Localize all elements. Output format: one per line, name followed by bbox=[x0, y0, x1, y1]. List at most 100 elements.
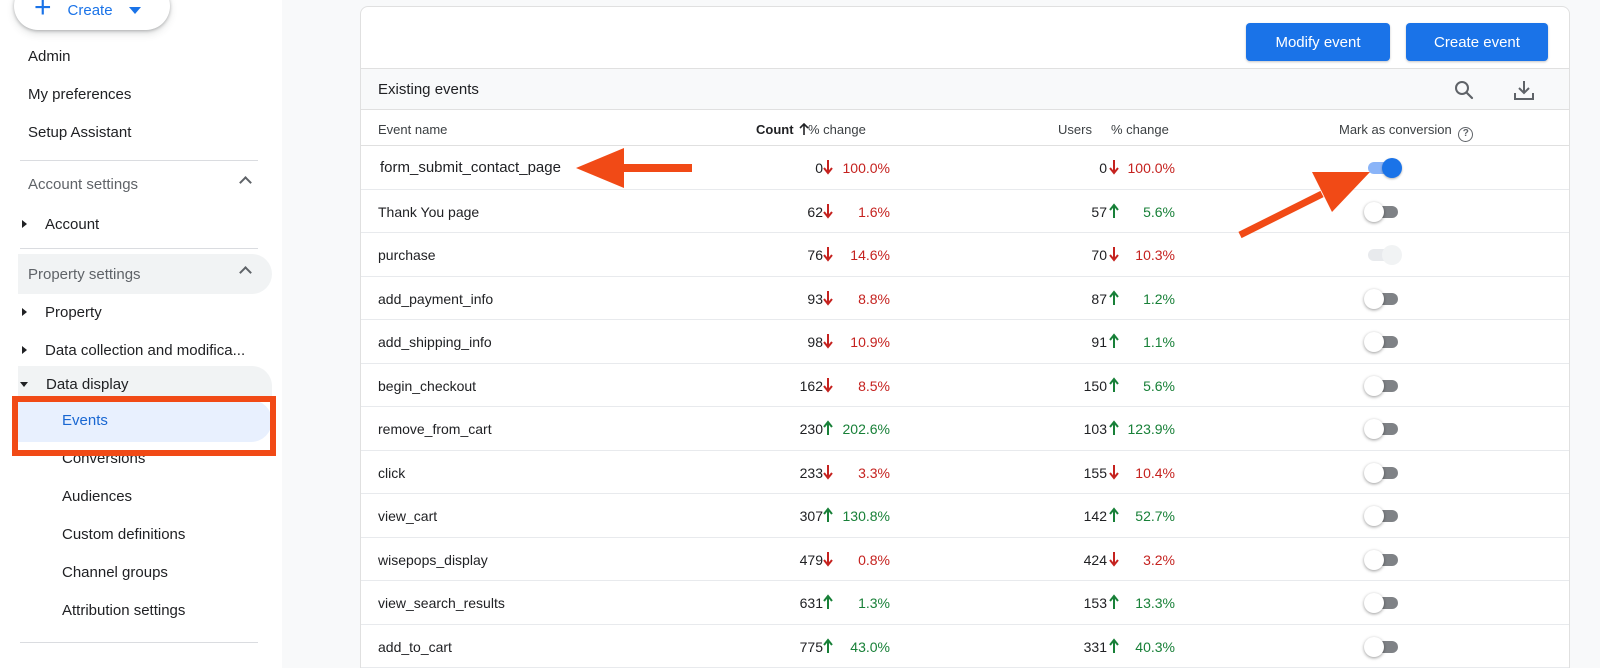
table-row: add_to_cart 775 43.0% 331 40.3% bbox=[361, 625, 1569, 668]
event-count: 62 bbox=[807, 203, 823, 220]
event-users: 424 bbox=[1083, 551, 1107, 568]
toggle-knob bbox=[1364, 549, 1384, 570]
table-row: form_submit_contact_page 0 100.0% 0 100.0% bbox=[361, 146, 1569, 190]
search-icon[interactable] bbox=[1454, 80, 1474, 100]
conversion-toggle[interactable] bbox=[1364, 506, 1400, 526]
event-count: 233 bbox=[799, 464, 823, 481]
sidebar-item-audiences[interactable]: Audiences bbox=[62, 488, 133, 505]
table-row: begin_checkout 162 8.5% 150 5.6% bbox=[361, 364, 1569, 407]
event-name[interactable]: click bbox=[378, 464, 406, 481]
modify-event-button[interactable]: Modify event bbox=[1246, 23, 1390, 61]
conversion-toggle[interactable] bbox=[1364, 636, 1400, 657]
event-users: 142 bbox=[1083, 508, 1107, 524]
event-count: 76 bbox=[807, 247, 823, 263]
trend-down-icon bbox=[1109, 464, 1119, 480]
tree-item-account[interactable]: Account bbox=[18, 206, 99, 242]
event-users: 87 bbox=[1091, 290, 1107, 307]
sidebar-item-custom-definitions[interactable]: Custom definitions bbox=[62, 526, 186, 543]
table-row: view_search_results 631 1.3% 153 13.3% bbox=[361, 581, 1569, 625]
create-button[interactable]: + Create bbox=[14, 0, 170, 30]
count-change: 3.3% bbox=[858, 464, 890, 481]
conversion-toggle[interactable] bbox=[1364, 593, 1400, 613]
conversion-toggle[interactable] bbox=[1364, 158, 1402, 178]
tree-item-label: Data collection and modifica... bbox=[45, 341, 246, 359]
tree-item-label: Account bbox=[45, 215, 100, 233]
event-name[interactable]: wisepops_display bbox=[378, 551, 488, 568]
sort-ascending-icon bbox=[799, 122, 809, 135]
column-header-label: Count bbox=[756, 122, 794, 137]
conversion-toggle[interactable] bbox=[1364, 549, 1400, 570]
toggle-knob bbox=[1364, 288, 1384, 309]
events-table-body: form_submit_contact_page 0 100.0% 0 100.0% Th… bbox=[361, 146, 1569, 668]
nav-item-admin[interactable]: Admin bbox=[28, 48, 71, 65]
event-name[interactable]: purchase bbox=[378, 247, 436, 263]
conversion-toggle[interactable] bbox=[1364, 288, 1400, 309]
event-name[interactable]: add_payment_info bbox=[378, 290, 494, 307]
event-name[interactable]: view_cart bbox=[378, 508, 438, 524]
trend-down-icon bbox=[823, 203, 833, 219]
event-name[interactable]: remove_from_cart bbox=[378, 421, 492, 437]
event-name[interactable]: form_submit_contact_page bbox=[380, 159, 561, 176]
count-change: 1.6% bbox=[858, 203, 890, 220]
conversion-toggle[interactable] bbox=[1364, 375, 1400, 396]
column-header-event-name[interactable]: Event name bbox=[378, 122, 448, 137]
conversion-toggle[interactable] bbox=[1364, 462, 1400, 483]
create-event-button[interactable]: Create event bbox=[1406, 23, 1548, 61]
users-change: 13.3% bbox=[1135, 595, 1175, 611]
event-users: 150 bbox=[1083, 377, 1107, 394]
sidebar-item-channel-groups[interactable]: Channel groups bbox=[62, 564, 168, 581]
nav-item-setup-assistant[interactable]: Setup Assistant bbox=[28, 124, 132, 141]
table-row: purchase 76 14.6% 70 10.3% bbox=[361, 233, 1569, 277]
tree-item-data-collection[interactable]: Data collection and modifica... bbox=[18, 332, 245, 368]
event-name[interactable]: Thank You page bbox=[378, 203, 480, 220]
conversion-toggle[interactable] bbox=[1364, 332, 1400, 352]
events-card: Modify event Create event Existing event… bbox=[360, 6, 1570, 668]
users-change: 52.7% bbox=[1135, 508, 1175, 524]
table-row: remove_from_cart 230 202.6% 103 123.9% bbox=[361, 407, 1569, 451]
column-header-count-change[interactable]: % change bbox=[808, 122, 866, 137]
event-name[interactable]: view_search_results bbox=[378, 595, 505, 611]
trend-up-icon bbox=[1109, 594, 1119, 609]
help-icon[interactable]: ? bbox=[1458, 127, 1474, 142]
table-row: view_cart 307 130.8% 142 52.7% bbox=[361, 494, 1569, 538]
trend-down-icon bbox=[1109, 551, 1119, 567]
divider bbox=[20, 160, 258, 161]
toggle-knob bbox=[1364, 419, 1384, 439]
expand-arrow-icon bbox=[22, 308, 27, 316]
expand-arrow-icon bbox=[22, 220, 27, 228]
tree-item-property[interactable]: Property bbox=[18, 294, 102, 330]
section-label: Account settings bbox=[28, 175, 139, 193]
event-users: 331 bbox=[1083, 638, 1107, 655]
trend-down-icon bbox=[823, 247, 833, 262]
sidebar-item-events[interactable]: Events bbox=[62, 412, 108, 429]
count-change: 10.9% bbox=[850, 334, 890, 350]
divider bbox=[20, 642, 258, 643]
sidebar: + Create Admin My preferences Setup Assi… bbox=[0, 0, 282, 668]
download-icon[interactable] bbox=[1513, 79, 1535, 101]
conversion-toggle[interactable] bbox=[1364, 419, 1400, 439]
nav-item-my-preferences[interactable]: My preferences bbox=[28, 86, 132, 103]
column-header-count[interactable]: Count bbox=[756, 122, 809, 137]
count-change: 202.6% bbox=[842, 421, 890, 437]
toggle-knob bbox=[1382, 158, 1402, 178]
trend-up-icon bbox=[823, 594, 833, 609]
conversion-toggle[interactable] bbox=[1364, 201, 1400, 222]
section-account-settings[interactable]: Account settings bbox=[18, 164, 272, 204]
event-name[interactable]: add_to_cart bbox=[378, 638, 452, 655]
users-change: 3.2% bbox=[1143, 551, 1175, 568]
section-property-settings[interactable]: Property settings bbox=[18, 254, 272, 294]
event-count: 230 bbox=[799, 421, 823, 437]
event-users: 103 bbox=[1083, 421, 1107, 437]
event-users: 57 bbox=[1091, 203, 1107, 220]
event-name[interactable]: begin_checkout bbox=[378, 377, 477, 394]
toggle-knob bbox=[1364, 201, 1384, 222]
tree-item-data-display[interactable]: Data display bbox=[18, 366, 129, 402]
event-users: 0 bbox=[1099, 160, 1107, 176]
create-button-label: Create bbox=[67, 1, 113, 19]
column-header-users[interactable]: Users bbox=[1058, 122, 1092, 137]
column-header-users-change[interactable]: % change bbox=[1111, 122, 1169, 137]
toggle-knob bbox=[1364, 462, 1384, 483]
table-row: wisepops_display 479 0.8% 424 3.2% bbox=[361, 538, 1569, 581]
sidebar-item-attribution-settings[interactable]: Attribution settings bbox=[62, 602, 186, 619]
event-name[interactable]: add_shipping_info bbox=[378, 334, 492, 350]
